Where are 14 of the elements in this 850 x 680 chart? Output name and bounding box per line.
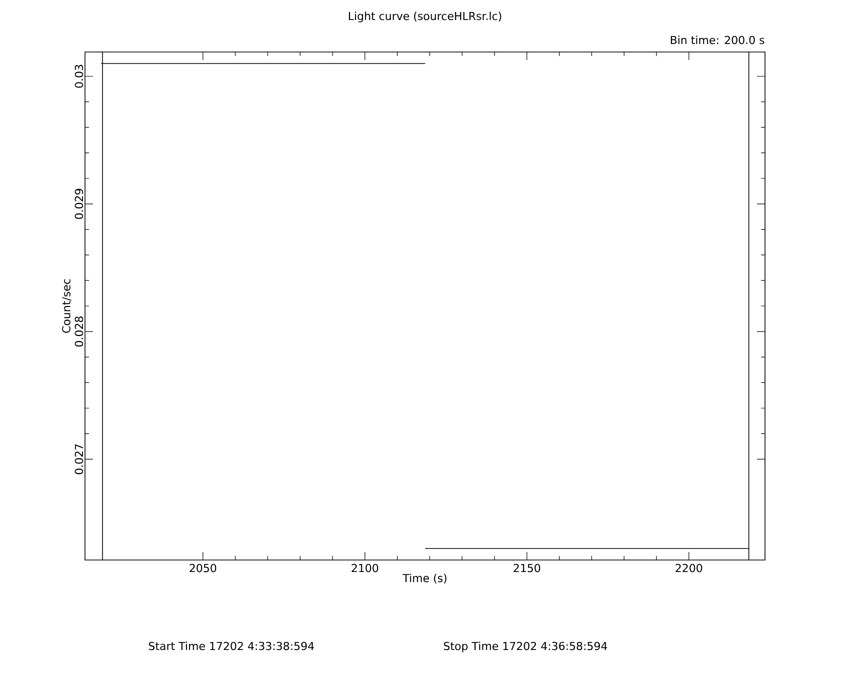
y-axis-title: Count/sec — [62, 279, 72, 333]
y-tick-label: 0.029 — [74, 188, 84, 219]
x-tick-label: 2150 — [514, 564, 540, 572]
x-tick-label: 2100 — [352, 564, 378, 572]
y-tick-label: 0.027 — [74, 444, 84, 474]
y-tick-label: 0.028 — [74, 316, 84, 347]
text: Stop Time 17202 4:36:58:594 — [444, 642, 608, 652]
text: Bin time: 200.0 s — [670, 36, 764, 44]
x-axis-title: Time (s) — [402, 574, 446, 584]
text: Start Time 17202 4:33:38:594 — [148, 642, 314, 650]
x-tick-label: 2200 — [676, 564, 702, 572]
y-tick-label: 0.03 — [74, 64, 84, 88]
chart-title: Light curve (sourceHLRsr.lc) — [348, 12, 502, 22]
x-tick-label: 2050 — [190, 564, 216, 572]
